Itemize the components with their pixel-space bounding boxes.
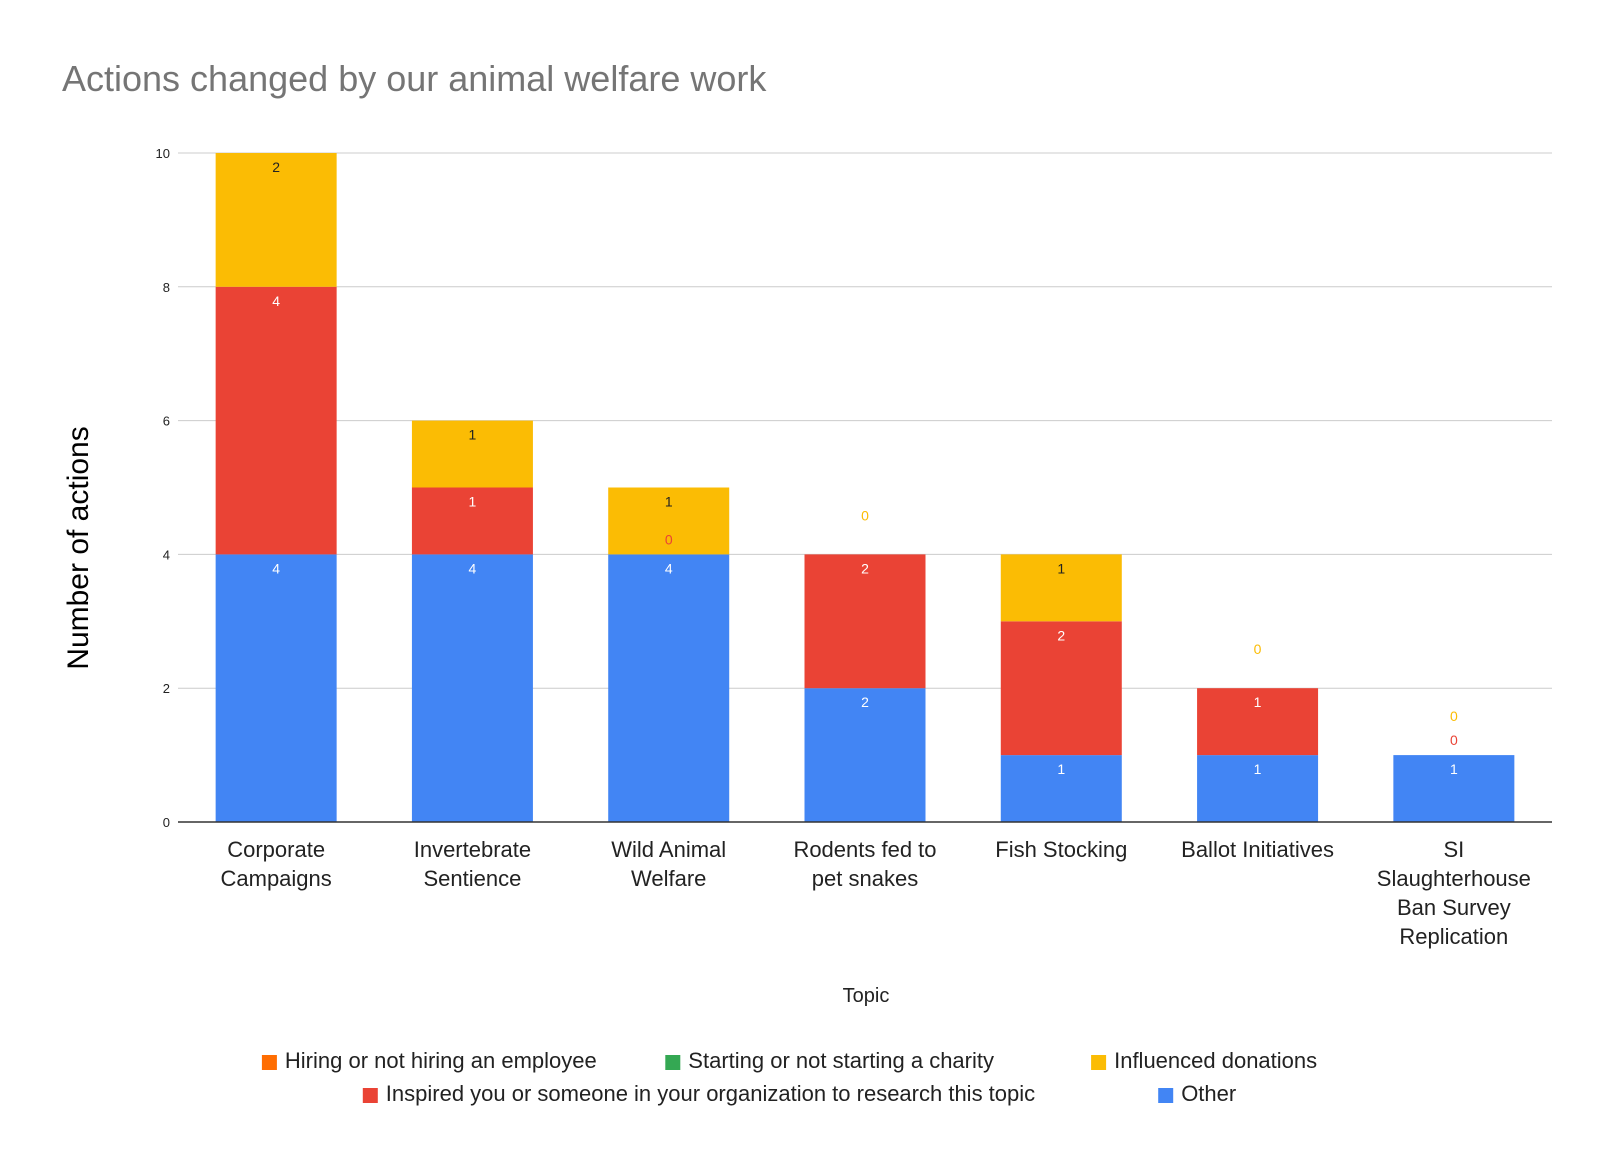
data-label: 2 — [861, 560, 869, 576]
legend-label: Influenced donations — [1114, 1048, 1317, 1073]
bar-segment — [215, 554, 337, 822]
legend-item: Inspired you or someone in your organiza… — [362, 1081, 1035, 1106]
x-tick-label: Wild Animal — [611, 837, 726, 862]
legend-label: Inspired you or someone in your organiza… — [386, 1081, 1035, 1106]
data-label: 4 — [272, 560, 280, 576]
x-tick-label: Welfare — [631, 866, 706, 891]
y-tick-label: 6 — [163, 414, 170, 429]
gridlines — [178, 152, 1552, 689]
data-label: 4 — [665, 560, 673, 576]
x-tick-label: Slaughterhouse — [1377, 866, 1531, 891]
bar-segment — [1197, 688, 1319, 756]
bar-segment — [1000, 755, 1122, 822]
bar-segment — [411, 554, 533, 822]
bar-segment — [1000, 554, 1122, 622]
legend-label: Starting or not starting a charity — [688, 1048, 994, 1073]
y-tick-label: 4 — [163, 547, 170, 562]
legend-item: Hiring or not hiring an employee — [261, 1048, 597, 1073]
legend-item: Other — [1158, 1081, 1236, 1106]
bars — [215, 153, 1515, 822]
x-tick-label: Campaigns — [221, 866, 332, 891]
bar-segment — [411, 487, 533, 555]
y-tick-label: 8 — [163, 280, 170, 295]
bar-segment — [804, 688, 926, 822]
bar-segment — [215, 286, 337, 555]
legend-label: Other — [1181, 1081, 1236, 1106]
data-label: 1 — [1057, 560, 1065, 576]
data-label: 1 — [1254, 694, 1262, 710]
data-label: 2 — [861, 694, 869, 710]
y-tick-label: 0 — [163, 815, 170, 830]
bar-segment — [608, 487, 730, 555]
data-label: 2 — [1057, 627, 1065, 643]
legend-swatch — [1158, 1088, 1174, 1103]
data-label: 4 — [469, 560, 477, 576]
x-tick-label: pet snakes — [812, 866, 918, 891]
data-label: 1 — [469, 427, 477, 443]
y-tick-label: 10 — [156, 146, 170, 161]
x-tick-label: Ballot Initiatives — [1181, 837, 1334, 862]
y-tick-label: 2 — [163, 681, 170, 696]
data-label: 0 — [1450, 732, 1458, 748]
x-tick-label: Fish Stocking — [995, 837, 1127, 862]
bar-segment — [411, 420, 533, 488]
legend-label: Hiring or not hiring an employee — [285, 1048, 597, 1073]
bar-segment — [1393, 755, 1515, 822]
data-label: 2 — [272, 159, 280, 175]
bar-segment — [804, 554, 926, 689]
x-tick-label: SI — [1443, 837, 1464, 862]
y-axis-title: Number of actions — [62, 426, 95, 669]
x-tick-label: Replication — [1399, 924, 1508, 949]
data-labels: 4 4 2 4 1 1 4 0 1 2 2 0 1 2 1 1 1 0 1 0 0 — [272, 159, 1458, 777]
bar-segment — [215, 153, 337, 287]
x-tick-label: Ban Survey — [1397, 895, 1511, 920]
data-label: 1 — [1254, 761, 1262, 777]
x-tick-label: Invertebrate — [414, 837, 531, 862]
legend-swatch — [665, 1055, 681, 1070]
legend-swatch — [1091, 1055, 1107, 1070]
legend-swatch — [261, 1055, 277, 1070]
bar-segment — [608, 554, 730, 822]
x-tick-label: Corporate — [227, 837, 325, 862]
data-label: 1 — [1450, 761, 1458, 777]
legend-item: Starting or not starting a charity — [665, 1048, 994, 1073]
data-label: 0 — [861, 507, 869, 523]
data-label: 0 — [665, 531, 673, 547]
data-label: 1 — [1057, 761, 1065, 777]
data-label: 1 — [665, 494, 673, 510]
legend-item: Influenced donations — [1091, 1048, 1317, 1073]
bar-segment — [1197, 755, 1319, 822]
chart-title: Actions changed by our animal welfare wo… — [62, 58, 767, 99]
x-tick-label: Sentience — [423, 866, 521, 891]
data-label: 0 — [1254, 641, 1262, 657]
x-tick-label: Rodents fed to — [793, 837, 936, 862]
y-axis-ticks: 0 2 4 6 8 10 — [156, 146, 170, 830]
legend: Hiring or not hiring an employee Starting… — [261, 1048, 1317, 1106]
data-label: 1 — [469, 494, 477, 510]
data-label: 4 — [272, 293, 280, 309]
x-axis-title: Topic — [843, 985, 890, 1007]
x-axis-ticks: Corporate Campaigns Invertebrate Sentience W… — [221, 837, 1531, 949]
data-label: 0 — [1450, 708, 1458, 724]
legend-swatch — [362, 1088, 378, 1103]
bar-segment — [1000, 621, 1122, 756]
